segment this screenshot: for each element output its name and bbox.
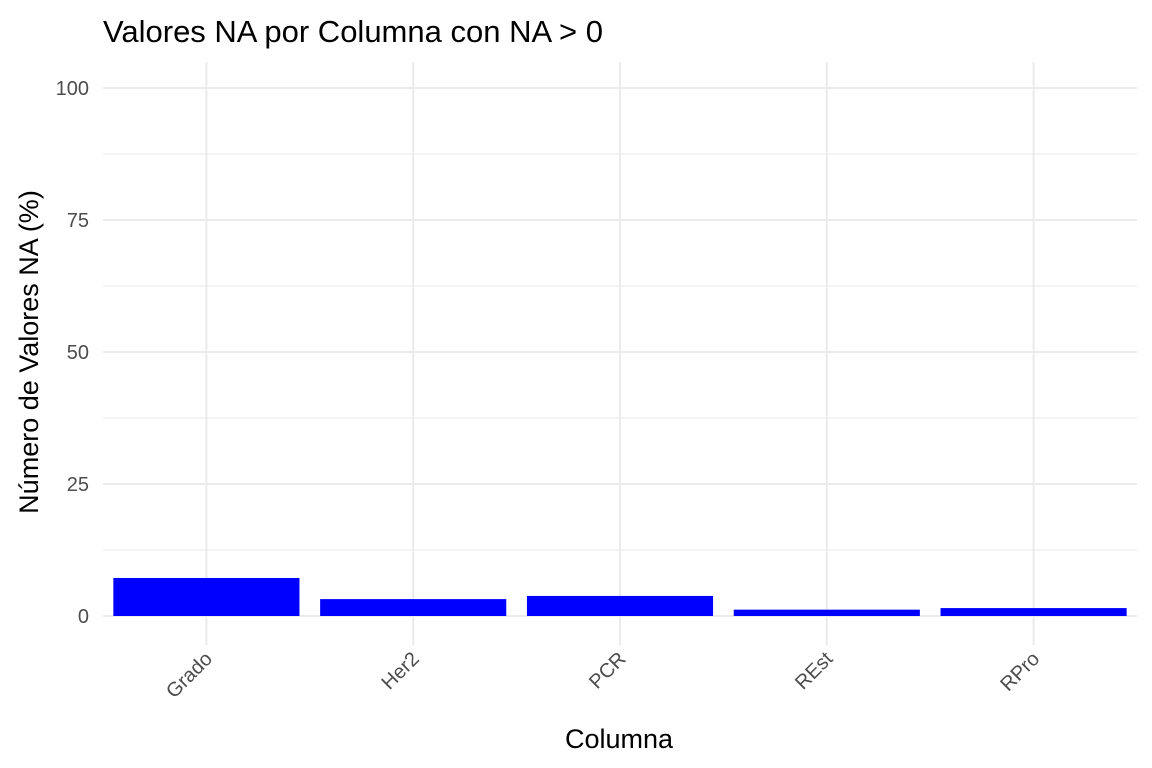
bar-grado xyxy=(113,577,300,616)
y-tick-label: 0 xyxy=(78,606,89,628)
bars xyxy=(113,577,1127,616)
y-tick-label: 75 xyxy=(67,210,89,232)
y-tick-label: 100 xyxy=(56,78,89,100)
grid-lines xyxy=(103,62,1137,645)
bar-rest xyxy=(733,609,920,616)
chart-title: Valores NA por Columna con NA > 0 xyxy=(103,14,603,49)
x-tick-label: Grado xyxy=(162,648,217,703)
bar-her2 xyxy=(320,599,507,616)
x-tick-label: RPro xyxy=(996,648,1044,696)
y-axis-ticks: 0 25 50 75 100 xyxy=(56,78,89,628)
x-tick-label: REst xyxy=(791,648,838,695)
x-tick-label: Her2 xyxy=(378,648,424,694)
y-axis-title: Número de Valores NA (%) xyxy=(14,190,44,514)
x-tick-label: PCR xyxy=(585,648,630,693)
bar-pcr xyxy=(526,595,714,616)
x-axis-ticks: Grado Her2 PCR REst RPro xyxy=(162,648,1044,703)
y-tick-label: 50 xyxy=(67,342,89,364)
y-tick-label: 25 xyxy=(67,474,89,496)
bar-rpro xyxy=(940,608,1127,616)
x-axis-title: Columna xyxy=(565,724,674,754)
